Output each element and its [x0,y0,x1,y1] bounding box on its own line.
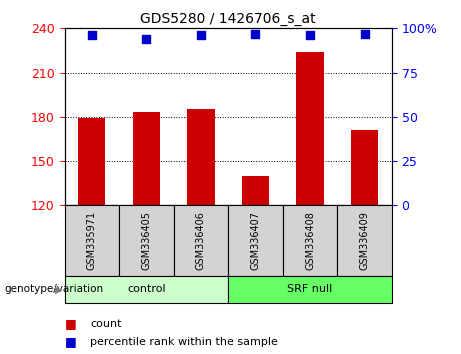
Point [252,31,259,36]
Text: genotype/variation: genotype/variation [5,284,104,295]
Text: GSM336407: GSM336407 [250,211,260,270]
Bar [283,205,337,276]
Text: GSM335971: GSM335971 [87,211,97,270]
Bar [65,205,119,276]
Text: SRF null: SRF null [287,284,333,295]
Text: ■: ■ [65,335,76,348]
Text: GSM336405: GSM336405 [142,211,151,270]
Bar [78,118,106,205]
Bar [119,205,174,276]
Point [361,31,368,36]
Bar [133,113,160,205]
Text: GSM336408: GSM336408 [305,211,315,270]
Text: ▶: ▶ [55,284,63,295]
Text: count: count [90,319,121,329]
Bar [187,109,214,205]
Text: percentile rank within the sample: percentile rank within the sample [90,337,278,347]
Bar [337,205,392,276]
Text: control: control [127,284,165,295]
Bar [65,276,228,303]
Bar [174,205,228,276]
Bar [351,130,378,205]
Point [197,33,205,38]
Bar [242,176,269,205]
Bar [296,52,324,205]
Text: GSM336406: GSM336406 [196,211,206,270]
Point [142,36,150,42]
Title: GDS5280 / 1426706_s_at: GDS5280 / 1426706_s_at [141,12,316,26]
Point [306,33,313,38]
Bar [228,276,392,303]
Text: GSM336409: GSM336409 [360,211,370,270]
Text: ■: ■ [65,318,76,330]
Point [88,33,95,38]
Bar [228,205,283,276]
